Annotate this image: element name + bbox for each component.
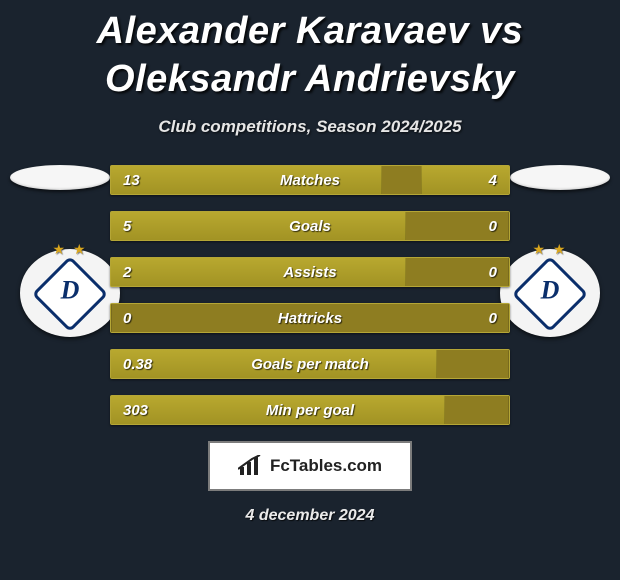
stat-value-left: 303: [111, 396, 160, 424]
stat-value-right: 4: [477, 166, 509, 194]
crest-letter-left: D: [20, 276, 120, 306]
brand-text: FcTables.com: [270, 456, 382, 476]
team-crest-right: ★ ★ D: [500, 249, 600, 337]
stat-row: 20Assists: [110, 257, 510, 287]
stat-label: Hattricks: [111, 304, 509, 332]
bar-fill-left: [111, 258, 406, 286]
bar-fill-left: [111, 396, 445, 424]
bar-fill-left: [111, 212, 406, 240]
stat-row: 0 0Hattricks: [110, 303, 510, 333]
stat-value-left: 0.38: [111, 350, 164, 378]
brand-logo: FcTables.com: [208, 441, 412, 491]
page-title: Alexander Karavaev vs Oleksandr Andrievs…: [0, 0, 620, 103]
stars-icon: ★ ★: [500, 241, 600, 258]
stat-value-right: 0: [477, 212, 509, 240]
stat-row: 50Goals: [110, 211, 510, 241]
stat-bars: 134Matches50Goals20Assists00Hattricks0.3…: [110, 165, 510, 425]
stat-value-right: 0: [477, 304, 509, 332]
subtitle: Club competitions, Season 2024/2025: [0, 117, 620, 137]
date-text: 4 december 2024: [0, 507, 620, 525]
bar-fill-right: [508, 350, 509, 378]
stat-row: 134Matches: [110, 165, 510, 195]
stat-value-right: 0: [477, 258, 509, 286]
player-flag-left: [10, 165, 110, 190]
player-flag-right: [510, 165, 610, 190]
comparison-arena: ★ ★ D ★ ★ D 134Matches50Goals20Assists00…: [0, 165, 620, 425]
chart-icon: [238, 455, 264, 477]
stat-value-left: 5: [111, 212, 143, 240]
stat-value-left: 2: [111, 258, 143, 286]
stat-value-left: 0: [111, 304, 143, 332]
crest-letter-right: D: [500, 276, 600, 306]
stat-row: 303Min per goal: [110, 395, 510, 425]
stat-value-left: 13: [111, 166, 152, 194]
stars-icon: ★ ★: [20, 241, 120, 258]
bar-fill-right: [508, 396, 509, 424]
team-crest-left: ★ ★ D: [20, 249, 120, 337]
stat-row: 0.38Goals per match: [110, 349, 510, 379]
